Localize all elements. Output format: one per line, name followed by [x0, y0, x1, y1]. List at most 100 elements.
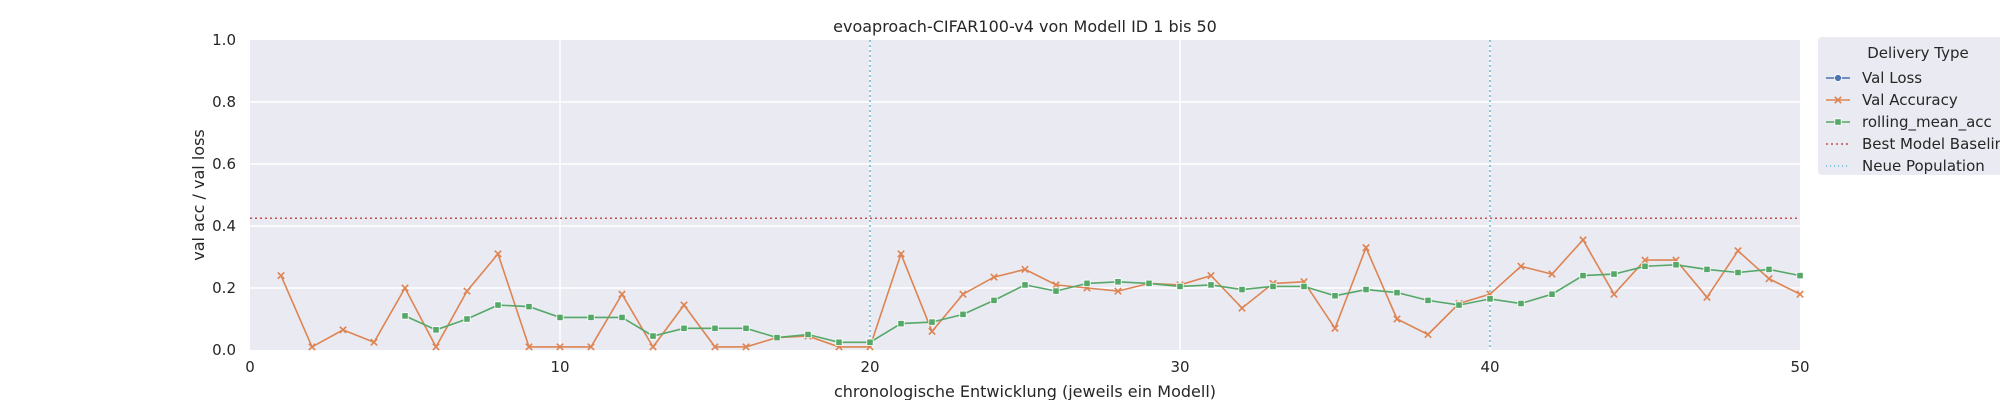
x-tick-label: 50	[1790, 358, 1809, 376]
accuracy-marker	[1362, 243, 1370, 252]
y-tick-label: 0.6	[212, 155, 236, 173]
accuracy-marker	[1238, 304, 1246, 312]
rolling-marker	[1455, 301, 1463, 309]
rolling-marker	[742, 324, 750, 332]
accuracy-marker	[525, 343, 533, 351]
y-axis-label: val acc / val loss	[189, 129, 208, 260]
series-line	[404, 263, 1801, 344]
rolling-marker	[804, 330, 812, 339]
rolling-marker	[835, 338, 843, 346]
accuracy-marker	[463, 287, 471, 295]
accuracy-marker	[1548, 270, 1556, 278]
accuracy-marker	[1734, 247, 1742, 255]
rolling-marker	[1641, 262, 1649, 270]
loss-marker	[1834, 74, 1842, 82]
rolling-marker	[1083, 279, 1091, 287]
legend-item: Best Model Baseline	[1826, 135, 2000, 153]
rolling-marker	[494, 301, 502, 309]
plot-background	[250, 40, 1800, 350]
rolling-marker	[1176, 282, 1184, 291]
rolling-marker	[1331, 292, 1339, 300]
x-axis-label: chronologische Entwicklung (jeweils ein …	[834, 382, 1216, 400]
rolling-marker	[1145, 279, 1153, 287]
legend-item: Neue Population	[1826, 157, 1985, 175]
accuracy-marker	[1765, 274, 1773, 283]
accuracy-marker	[370, 338, 378, 347]
rolling-marker	[649, 332, 657, 340]
chart-title: evoaproach-CIFAR100-v4 von Modell ID 1 b…	[833, 17, 1217, 36]
accuracy-marker	[1834, 96, 1842, 104]
accuracy-marker	[959, 290, 967, 298]
accuracy-marker	[1207, 271, 1215, 280]
y-tick-label: 0.8	[212, 93, 236, 111]
legend-box	[1818, 37, 2000, 175]
accuracy-marker	[1331, 324, 1339, 333]
legend-label: Val Loss	[1862, 69, 1922, 87]
x-tick-label: 30	[1170, 358, 1189, 376]
legend: Delivery Type Val Loss Val Accuracy rollin…	[1818, 37, 2000, 175]
series-rolling-mean-acc	[401, 261, 1804, 346]
rolling-marker	[866, 338, 874, 346]
x-tick-label: 20	[860, 358, 879, 376]
rolling-marker	[897, 320, 905, 328]
series-line	[280, 238, 1801, 349]
accuracy-marker	[1641, 256, 1649, 264]
rolling-marker	[1796, 271, 1804, 280]
rolling-marker	[463, 315, 471, 323]
rolling-marker	[1393, 289, 1401, 297]
rolling-marker	[1765, 265, 1773, 274]
legend-label: Val Accuracy	[1862, 91, 1958, 109]
rolling-marker	[1362, 285, 1370, 294]
x-tick-label: 40	[1480, 358, 1499, 376]
y-tick-label: 0.2	[212, 279, 236, 297]
accuracy-marker	[1579, 236, 1587, 244]
rolling-marker	[1734, 268, 1742, 277]
rolling-marker	[928, 318, 936, 326]
rolling-marker	[1579, 271, 1587, 280]
rolling-marker	[587, 313, 595, 322]
rolling-marker	[1486, 295, 1494, 303]
reference-lines	[250, 40, 1800, 350]
accuracy-marker	[928, 327, 936, 336]
rolling-marker	[432, 326, 440, 334]
rolling-marker	[680, 324, 688, 332]
rolling-marker	[556, 313, 564, 322]
accuracy-marker	[990, 273, 998, 281]
rolling-marker	[1052, 287, 1060, 295]
legend-label: rolling_mean_acc	[1862, 113, 1992, 132]
rolling-marker	[990, 296, 998, 305]
accuracy-marker	[587, 343, 595, 351]
legend-item: rolling_mean_acc	[1826, 113, 1992, 132]
legend-title: Delivery Type	[1867, 44, 1968, 62]
accuracy-marker	[556, 343, 564, 351]
y-ticks: 0.0 0.2 0.4 0.6 0.8 1.0	[212, 31, 236, 359]
rolling-marker	[1517, 299, 1525, 308]
accuracy-marker	[1796, 290, 1804, 298]
accuracy-marker	[742, 343, 750, 351]
rolling-marker	[525, 302, 533, 311]
accuracy-marker	[711, 343, 719, 351]
rolling-marker	[618, 313, 626, 322]
rolling-marker	[1300, 282, 1308, 291]
accuracy-marker	[897, 250, 905, 258]
accuracy-marker	[432, 343, 440, 351]
accuracy-marker	[277, 271, 285, 280]
legend-label: Best Model Baseline	[1862, 135, 2000, 153]
y-tick-label: 0.4	[212, 217, 236, 235]
accuracy-marker	[1021, 265, 1029, 274]
series-val-accuracy	[277, 236, 1804, 351]
rolling-marker	[1610, 270, 1618, 278]
accuracy-marker	[1517, 262, 1525, 271]
rolling-marker	[1021, 281, 1029, 289]
legend-item: Val Accuracy	[1826, 91, 1958, 109]
accuracy-marker	[401, 284, 409, 292]
x-tick-label: 0	[245, 358, 255, 376]
rolling-marker	[1548, 290, 1556, 298]
legend-item: Val Loss	[1826, 69, 1922, 87]
accuracy-marker	[1610, 290, 1618, 298]
rolling-marker	[1114, 278, 1122, 286]
rolling-marker	[1269, 282, 1277, 291]
accuracy-marker	[494, 250, 502, 258]
rolling-marker	[1672, 261, 1680, 269]
